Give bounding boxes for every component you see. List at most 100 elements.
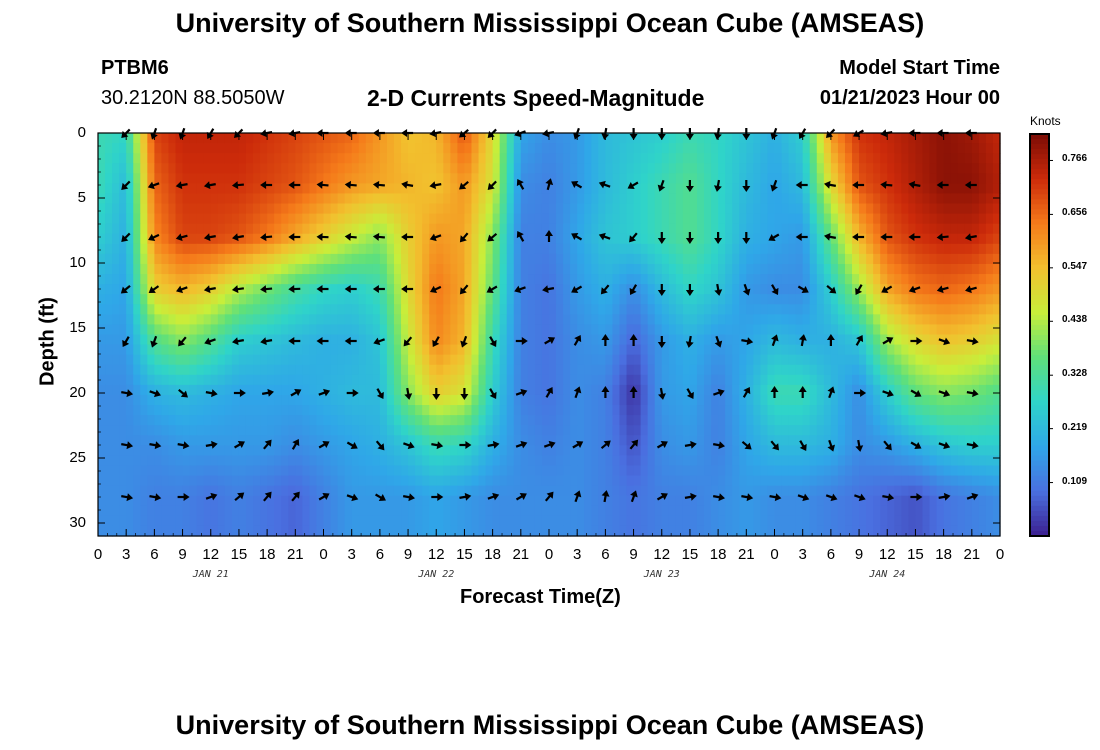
heatmap-cell [915,163,924,174]
heatmap-cell [936,495,945,507]
heatmap-cell [478,213,487,225]
heatmap-cell [675,173,684,184]
heatmap-cell [640,354,649,366]
heatmap-cell [415,223,423,235]
heatmap-cell [238,294,247,305]
heatmap-cell [584,243,592,255]
heatmap-cell [753,253,762,265]
heatmap-cell [133,465,141,477]
heatmap-cell [358,314,367,326]
heatmap-cell [408,485,416,497]
heatmap-cell [478,515,487,527]
heatmap-cell [351,163,360,174]
heatmap-cell [147,374,155,386]
heatmap-cell [365,284,374,295]
heatmap-cell [379,233,388,245]
heatmap-cell [696,263,705,275]
heatmap-cell [492,495,501,507]
heatmap-cell [478,354,487,366]
heatmap-cell [830,314,839,326]
heatmap-cell [189,485,198,497]
heatmap-cell [866,263,874,275]
heatmap-cell [534,243,543,255]
heatmap-cell [344,314,353,326]
heatmap-cell [196,163,205,174]
heatmap-cell [774,163,783,174]
heatmap-cell [119,253,127,265]
heatmap-cell [711,475,719,487]
heatmap-cell [372,314,381,326]
heatmap-cell [612,233,621,245]
heatmap-cell [520,344,529,356]
heatmap-cell [852,374,860,386]
heatmap-cell [337,405,346,416]
heatmap-cell [696,415,705,426]
heatmap-cell [873,163,881,174]
heatmap-cell [358,173,367,184]
heatmap-cell [950,284,959,295]
heatmap-cell [802,374,811,386]
heatmap-cell [98,334,106,346]
heatmap-cell [520,294,529,305]
heatmap-cell [147,415,155,426]
heatmap-cell [682,284,691,295]
heatmap-cell [661,334,670,346]
heatmap-cell [119,415,127,426]
heatmap-cell [471,274,480,285]
heatmap-cell [260,274,268,285]
heatmap-cell [330,193,339,205]
heatmap-cell [393,233,402,245]
heatmap-cell [795,425,804,436]
heatmap-cell [295,324,303,336]
heatmap-cell [732,445,740,456]
heatmap-cell [795,263,804,275]
heatmap-cell [393,324,402,336]
heatmap-cell [119,263,127,275]
heatmap-cell [436,455,444,467]
heatmap-cell [950,455,959,467]
heatmap-cell [386,243,395,255]
heatmap-cell [119,203,127,215]
heatmap-cell [541,455,550,467]
heatmap-cell [168,415,177,426]
heatmap-cell [534,495,543,507]
heatmap-cell [978,475,987,487]
heatmap-cell [746,405,754,416]
heatmap-cell [119,374,127,386]
heatmap-cell [541,445,550,456]
heatmap-cell [408,475,416,487]
heatmap-cell [661,475,670,487]
heatmap-cell [238,223,247,235]
heatmap-cell [816,263,825,275]
heatmap-cell [654,425,663,436]
heatmap-cell [372,455,381,467]
heatmap-cell [696,505,705,517]
heatmap-cell [971,173,980,184]
heatmap-cell [753,465,762,477]
heatmap-cell [147,455,155,467]
heatmap-cell [563,495,571,507]
heatmap-cell [718,263,726,275]
heatmap-cell [668,233,677,245]
heatmap-cell [224,334,233,346]
heatmap-cell [393,314,402,326]
heatmap-cell [330,133,339,144]
heatmap-cell [823,304,832,315]
heatmap-cell [386,405,395,416]
heatmap-cell [795,344,804,356]
heatmap-cell [492,324,501,336]
heatmap-cell [351,193,360,205]
heatmap-cell [760,274,769,285]
heatmap-cell [316,455,325,467]
heatmap-cell [901,133,909,144]
heatmap-cell [809,253,818,265]
heatmap-cell [302,183,311,195]
heatmap-cell [584,284,592,295]
heatmap-cell [725,445,733,456]
heatmap-cell [859,203,867,215]
heatmap-cell [274,183,282,195]
heatmap-cell [605,465,614,477]
heatmap-cell [823,243,832,255]
heatmap-cell [668,334,677,346]
heatmap-cell [605,505,614,517]
